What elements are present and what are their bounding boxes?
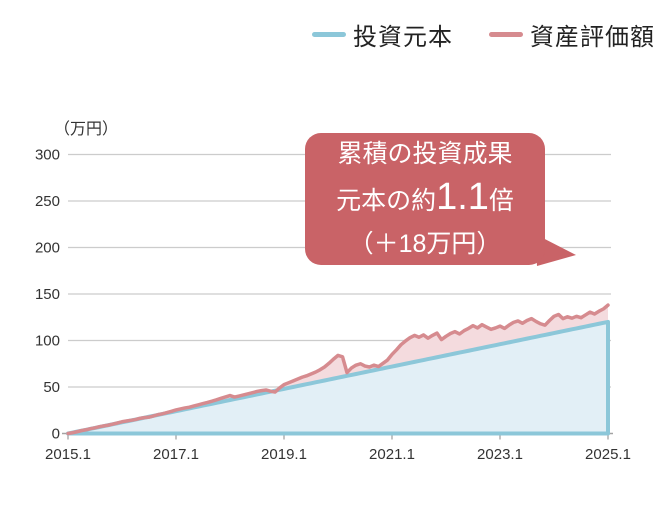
legend-item-principal: 投資元本 xyxy=(312,17,453,52)
principal-line-swatch xyxy=(312,32,346,37)
callout-multiple-value: 1.1 xyxy=(436,176,489,218)
svg-text:250: 250 xyxy=(35,193,60,210)
svg-text:2015.1: 2015.1 xyxy=(45,446,91,463)
legend-label-principal: 投資元本 xyxy=(353,24,453,51)
callout-line-2: 元本の約1.1倍 xyxy=(336,174,514,224)
svg-text:2023.1: 2023.1 xyxy=(477,446,523,463)
svg-text:200: 200 xyxy=(35,240,60,257)
legend-item-valuation: 資産評価額 xyxy=(489,17,655,52)
svg-text:0: 0 xyxy=(52,426,60,443)
svg-text:2017.1: 2017.1 xyxy=(153,446,199,463)
y-axis-unit-label: （万円） xyxy=(54,121,119,138)
callout-bubble: 累積の投資成果 元本の約1.1倍 （＋18万円） xyxy=(305,133,545,265)
svg-text:100: 100 xyxy=(35,333,60,350)
svg-text:50: 50 xyxy=(43,379,60,396)
svg-text:2021.1: 2021.1 xyxy=(369,446,415,463)
svg-text:2025.1: 2025.1 xyxy=(585,446,631,463)
legend-label-valuation: 資産評価額 xyxy=(530,24,655,51)
svg-text:2019.1: 2019.1 xyxy=(261,446,307,463)
valuation-line-swatch xyxy=(489,32,523,37)
callout-tail xyxy=(535,234,576,266)
callout-line-3: （＋18万円） xyxy=(348,230,502,258)
svg-text:300: 300 xyxy=(35,147,60,164)
svg-text:150: 150 xyxy=(35,286,60,303)
callout-line-2-prefix: 元本の約 xyxy=(336,187,437,215)
legend: 投資元本 資産評価額 xyxy=(312,17,655,52)
callout-line-1: 累積の投資成果 xyxy=(337,140,513,168)
callout-line-2-suffix: 倍 xyxy=(488,187,514,215)
